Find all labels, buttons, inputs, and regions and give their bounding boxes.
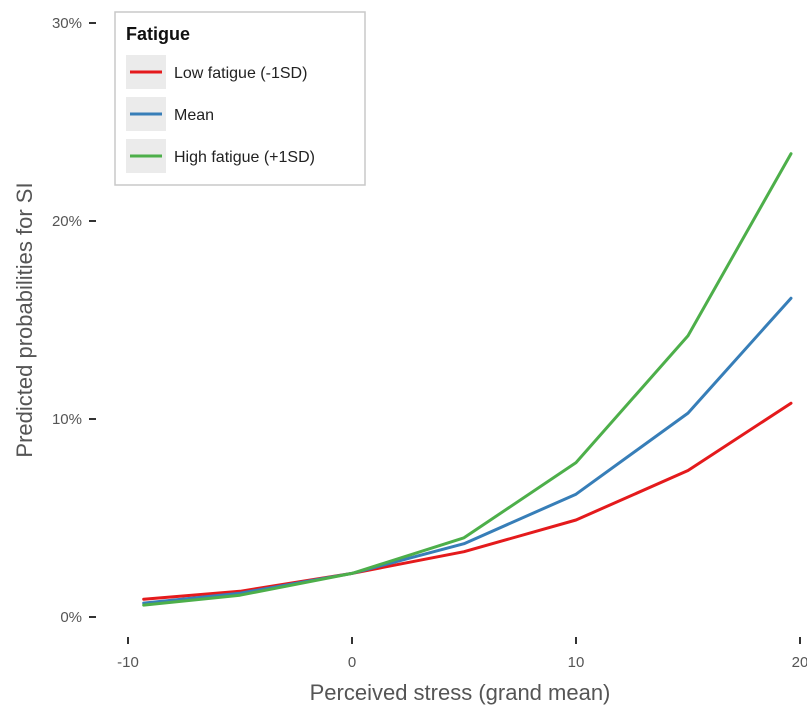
series-line: [142, 401, 793, 601]
y-tick-label: 0%: [60, 609, 82, 626]
x-axis: -10 0 10 20: [117, 637, 807, 671]
x-tick-label: 0: [348, 654, 356, 671]
y-axis: 0% 10% 20% 30%: [52, 15, 96, 626]
x-axis-title: Perceived stress (grand mean): [310, 680, 611, 705]
y-tick-label: 10%: [52, 411, 82, 428]
x-tick-label: 20: [792, 654, 807, 671]
legend: Fatigue Low fatigue (-1SD) Mean High fatig…: [114, 11, 366, 186]
x-tick-label: -10: [117, 654, 139, 671]
series-line: [142, 296, 793, 605]
y-tick-label: 30%: [52, 15, 82, 32]
series-line: [142, 152, 793, 607]
legend-item-label: High fatigue (+1SD): [174, 149, 315, 166]
y-axis-title: Predicted probabilities for SI: [12, 182, 37, 457]
legend-item-label: Low fatigue (-1SD): [174, 65, 307, 82]
y-tick-label: 20%: [52, 213, 82, 230]
legend-item-label: Mean: [174, 107, 214, 124]
legend-title: Fatigue: [126, 24, 190, 44]
series-lines: [142, 152, 793, 607]
x-tick-label: 10: [568, 654, 585, 671]
legend-items: Low fatigue (-1SD) Mean High fatigue (+1SD…: [126, 55, 315, 173]
